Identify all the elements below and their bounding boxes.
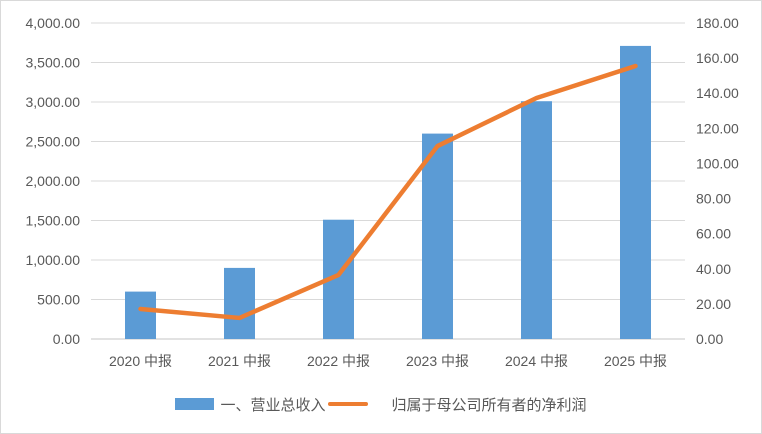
- legend: 一、营业总收入 归属于母公司所有者的净利润: [0, 392, 762, 416]
- left-tick-label: 1,000.00: [26, 252, 81, 268]
- x-tick-label: 2021 中报: [208, 353, 271, 369]
- x-tick-label: 2020 中报: [109, 353, 172, 369]
- right-tick-label: 180.00: [696, 15, 739, 31]
- right-tick-label: 40.00: [696, 261, 731, 277]
- line-swatch-icon: [327, 402, 368, 406]
- revenue-bars: [125, 45, 651, 340]
- legend-item-revenue: 一、营业总收入: [175, 394, 326, 415]
- bar: [422, 133, 453, 339]
- left-tick-label: 1,500.00: [26, 213, 81, 229]
- x-tick-label: 2023 中报: [406, 353, 469, 369]
- x-tick-label: 2025 中报: [604, 353, 667, 369]
- left-tick-label: 500.00: [37, 292, 80, 308]
- left-tick-label: 4,000.00: [26, 15, 81, 31]
- bar: [620, 45, 651, 339]
- gridlines: [91, 22, 685, 340]
- bar-swatch-icon: [175, 398, 215, 410]
- right-tick-label: 160.00: [696, 50, 739, 66]
- net-profit-line: [138, 63, 638, 321]
- right-tick-label: 20.00: [696, 296, 731, 312]
- right-tick-label: 120.00: [696, 120, 739, 136]
- left-axis-ticks: 0.00 500.00 1,000.00 1,500.00 2,000.00 2,500.…: [26, 15, 81, 347]
- right-axis-ticks: 0.00 20.00 40.00 60.00 80.00 100.00 120.00 140.…: [696, 15, 739, 347]
- x-tick-label: 2022 中报: [307, 353, 370, 369]
- right-tick-label: 140.00: [696, 85, 739, 101]
- right-tick-label: 0.00: [696, 331, 723, 347]
- net-profit-polyline: [138, 63, 638, 321]
- right-tick-label: 100.00: [696, 155, 739, 171]
- x-tick-label: 2024 中报: [505, 353, 568, 369]
- x-axis-labels: 2020 中报 2021 中报 2022 中报 2023 中报 2024 中报 2025 …: [109, 353, 667, 369]
- bar: [224, 267, 255, 339]
- right-tick-label: 80.00: [696, 191, 731, 207]
- left-tick-label: 3,500.00: [26, 55, 81, 71]
- left-tick-label: 3,000.00: [26, 94, 81, 110]
- legend-item-net-profit: 归属于母公司所有者的净利润: [326, 394, 587, 415]
- right-tick-label: 60.00: [696, 226, 731, 242]
- left-tick-label: 0.00: [53, 331, 80, 347]
- legend-label-net-profit: 归属于母公司所有者的净利润: [391, 395, 587, 414]
- legend-label-revenue: 一、营业总收入: [220, 395, 326, 414]
- left-tick-label: 2,000.00: [26, 173, 81, 189]
- bar: [521, 101, 552, 340]
- bar: [125, 291, 156, 339]
- left-tick-label: 2,500.00: [26, 134, 81, 150]
